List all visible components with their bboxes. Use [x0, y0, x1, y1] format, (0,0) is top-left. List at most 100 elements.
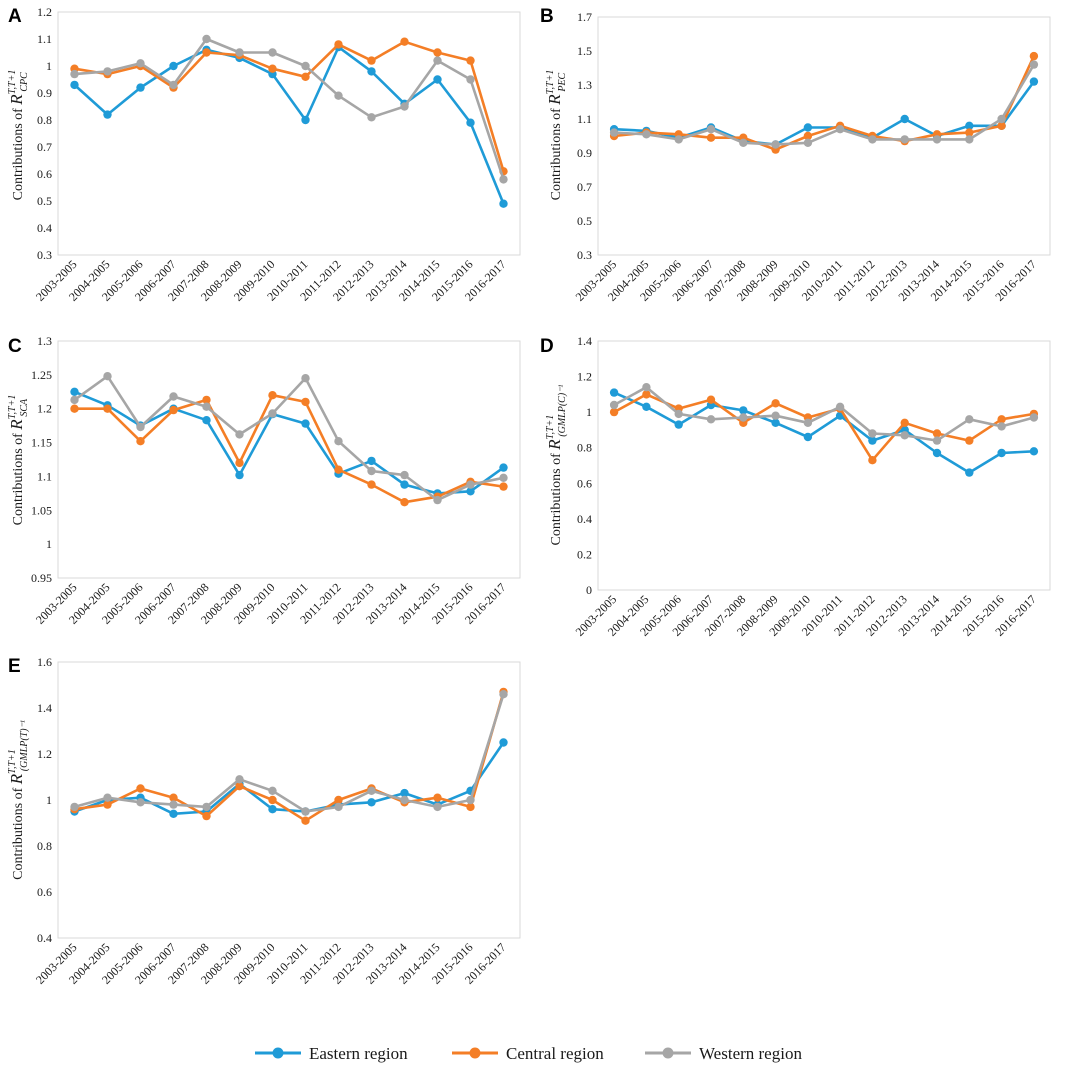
series-line-western-region [74, 37, 505, 180]
data-point-central-region [466, 56, 475, 65]
data-point-western-region [609, 128, 619, 137]
data-point-central-region [202, 811, 211, 821]
y-tick-label: 0 [586, 583, 592, 597]
legend-label: Eastern region [309, 1044, 408, 1063]
data-point-western-region [900, 135, 909, 144]
y-tick-label: 1.1 [37, 32, 52, 46]
y-tick-label: 1.25 [31, 368, 52, 382]
legend-marker [662, 1047, 674, 1059]
data-point-eastern-region [803, 432, 813, 442]
data-point-central-region [235, 782, 244, 791]
data-point-western-region [466, 795, 475, 805]
y-tick-label: 1 [586, 405, 592, 419]
y-tick-label: 1.2 [37, 402, 52, 416]
data-point-eastern-region [367, 67, 376, 76]
data-point-western-region [466, 75, 475, 84]
data-point-central-region [268, 391, 277, 400]
y-tick-label: 0.95 [31, 571, 52, 585]
y-tick-label: 1 [46, 793, 52, 807]
data-point-western-region [739, 138, 748, 147]
series-line-western-region [74, 693, 505, 813]
data-point-western-region [202, 802, 211, 812]
data-point-central-region [136, 437, 145, 446]
data-point-western-region [103, 372, 112, 381]
data-point-western-region [609, 400, 619, 410]
y-axis-label: Contributions of RT,T+1PEC [545, 70, 568, 201]
chart-panel-a: A0.30.40.50.60.70.80.911.11.22003-200520… [7, 5, 521, 304]
data-point-western-region [900, 431, 909, 440]
data-point-eastern-region [433, 75, 442, 84]
data-point-western-region [136, 798, 145, 807]
data-point-eastern-region [1029, 77, 1039, 86]
data-point-central-region [268, 795, 277, 805]
data-point-western-region [433, 495, 442, 505]
y-tick-label: 0.9 [37, 86, 52, 100]
series-line-eastern-region [613, 391, 1034, 474]
series-line-central-region [74, 393, 504, 504]
legend-label: Western region [699, 1044, 802, 1063]
data-point-western-region [965, 135, 974, 144]
data-point-central-region [932, 429, 942, 438]
data-point-western-region [997, 114, 1006, 124]
data-point-western-region [674, 409, 683, 419]
plot-area [57, 340, 521, 579]
panel-letter: E [8, 656, 21, 677]
data-point-western-region [202, 402, 211, 411]
data-point-central-region [70, 404, 79, 413]
data-point-eastern-region [367, 798, 376, 807]
data-point-central-region [642, 390, 651, 399]
legend: Eastern region Central region Western regi… [255, 1044, 802, 1063]
data-point-central-region [499, 482, 508, 491]
data-point-central-region [202, 48, 211, 57]
data-point-central-region [868, 456, 877, 465]
chart-panel-e: E0.40.60.811.21.41.62003-20052004-200520… [7, 655, 521, 987]
data-point-western-region [997, 422, 1006, 431]
y-tick-label: 0.4 [37, 931, 52, 945]
data-point-western-region [136, 59, 145, 68]
y-tick-label: 0.2 [577, 547, 592, 561]
data-point-eastern-region [235, 470, 244, 480]
y-tick-label: 0.3 [577, 248, 592, 262]
data-point-eastern-region [136, 83, 145, 92]
data-point-eastern-region [499, 738, 508, 747]
data-point-central-region [1029, 51, 1039, 61]
series-line-western-region [613, 385, 1035, 442]
y-tick-label: 0.7 [37, 140, 52, 154]
legend-label: Central region [506, 1044, 604, 1063]
y-tick-label: 1.2 [37, 5, 52, 19]
y-tick-label: 1.1 [577, 112, 592, 126]
data-point-eastern-region [400, 788, 409, 798]
y-tick-label: 1.2 [577, 370, 592, 384]
y-tick-label: 0.3 [37, 248, 52, 262]
data-point-eastern-region [674, 420, 683, 429]
data-point-western-region [706, 125, 716, 134]
data-point-central-region [706, 395, 716, 404]
data-point-eastern-region [1029, 447, 1039, 456]
series-line-central-region [613, 55, 1036, 151]
data-point-central-region [400, 498, 409, 507]
data-point-central-region [609, 407, 619, 417]
data-point-western-region [169, 800, 178, 809]
data-point-central-region [900, 418, 909, 427]
data-point-central-region [169, 405, 178, 415]
series-line-central-region [74, 40, 505, 172]
data-point-eastern-region [103, 110, 112, 119]
y-tick-label: 1.4 [37, 701, 52, 715]
data-point-western-region [235, 48, 244, 57]
data-point-eastern-region [202, 416, 211, 425]
data-point-central-region [301, 397, 310, 407]
data-point-eastern-region [301, 115, 310, 125]
y-tick-label: 1.7 [577, 10, 592, 24]
y-tick-label: 0.4 [37, 221, 52, 235]
data-point-eastern-region [70, 80, 79, 90]
data-point-western-region [499, 690, 508, 699]
data-point-central-region [136, 784, 145, 793]
y-tick-label: 0.6 [37, 885, 52, 899]
data-point-western-region [70, 802, 79, 812]
data-point-western-region [301, 807, 310, 816]
data-point-western-region [103, 793, 112, 802]
data-point-eastern-region [868, 436, 877, 445]
chart-panel-b: B0.30.50.70.91.11.31.51.72003-20052004-2… [540, 6, 1051, 304]
series-line-central-region [613, 393, 1035, 462]
